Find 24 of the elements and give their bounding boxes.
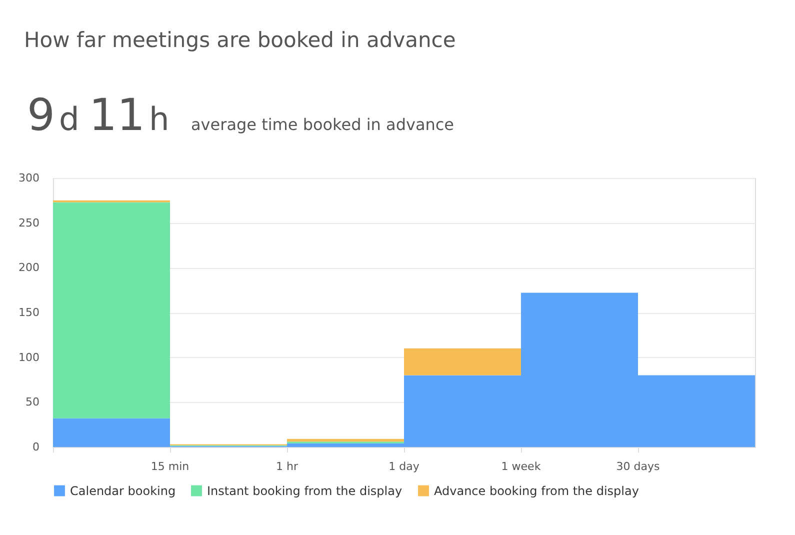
- text: 15 min: [150, 460, 190, 473]
- legend-label: Advance booking from the display: [434, 484, 639, 498]
- text: 30 days: [616, 460, 660, 473]
- bar: [404, 348, 521, 376]
- y-tick-label: 200: [18, 261, 40, 274]
- text: h: [149, 100, 170, 138]
- legend-label: Instant booking from the display: [207, 484, 402, 498]
- y-tick-label: 100: [18, 350, 40, 364]
- y-tick-label: 0: [32, 440, 40, 454]
- bar: [53, 202, 170, 418]
- text: 1 hr: [276, 460, 298, 473]
- y-tick-label: 300: [18, 172, 40, 184]
- text: 1 week: [501, 460, 542, 473]
- legend-label: Calendar booking: [70, 484, 176, 498]
- text: average time booked in advance: [191, 115, 454, 134]
- text: 1 day: [388, 460, 420, 473]
- y-tick-label: 250: [18, 216, 40, 230]
- chart-title: How far meetings are booked in advance: [24, 28, 456, 52]
- text: d: [59, 100, 80, 138]
- text: 11: [89, 90, 145, 141]
- bar: [287, 438, 404, 442]
- y-tick-label: 50: [26, 396, 40, 409]
- text: 9: [27, 90, 55, 141]
- y-tick-label: 150: [18, 306, 40, 319]
